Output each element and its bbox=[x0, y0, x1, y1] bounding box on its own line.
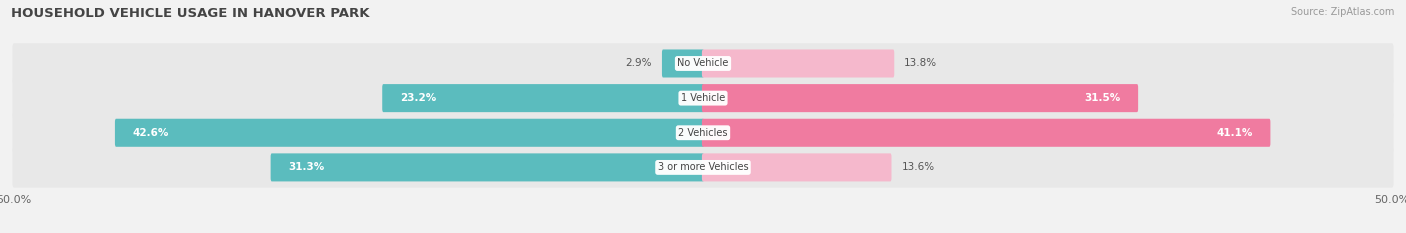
FancyBboxPatch shape bbox=[702, 84, 1137, 112]
Text: HOUSEHOLD VEHICLE USAGE IN HANOVER PARK: HOUSEHOLD VEHICLE USAGE IN HANOVER PARK bbox=[11, 7, 370, 20]
FancyBboxPatch shape bbox=[13, 43, 1393, 84]
FancyBboxPatch shape bbox=[702, 119, 1271, 147]
Text: No Vehicle: No Vehicle bbox=[678, 58, 728, 69]
FancyBboxPatch shape bbox=[13, 78, 1393, 118]
Text: 41.1%: 41.1% bbox=[1216, 128, 1253, 138]
Text: 2 Vehicles: 2 Vehicles bbox=[678, 128, 728, 138]
Text: 3 or more Vehicles: 3 or more Vehicles bbox=[658, 162, 748, 172]
Text: 1 Vehicle: 1 Vehicle bbox=[681, 93, 725, 103]
FancyBboxPatch shape bbox=[270, 153, 704, 182]
Text: 31.5%: 31.5% bbox=[1084, 93, 1121, 103]
Text: 31.3%: 31.3% bbox=[288, 162, 325, 172]
FancyBboxPatch shape bbox=[382, 84, 704, 112]
Text: 13.8%: 13.8% bbox=[904, 58, 938, 69]
Text: 23.2%: 23.2% bbox=[399, 93, 436, 103]
Text: 13.6%: 13.6% bbox=[901, 162, 935, 172]
FancyBboxPatch shape bbox=[702, 49, 894, 78]
Text: Source: ZipAtlas.com: Source: ZipAtlas.com bbox=[1291, 7, 1395, 17]
FancyBboxPatch shape bbox=[662, 49, 704, 78]
FancyBboxPatch shape bbox=[13, 147, 1393, 188]
Text: 2.9%: 2.9% bbox=[626, 58, 652, 69]
Text: 42.6%: 42.6% bbox=[132, 128, 169, 138]
FancyBboxPatch shape bbox=[702, 153, 891, 182]
FancyBboxPatch shape bbox=[13, 113, 1393, 153]
FancyBboxPatch shape bbox=[115, 119, 704, 147]
